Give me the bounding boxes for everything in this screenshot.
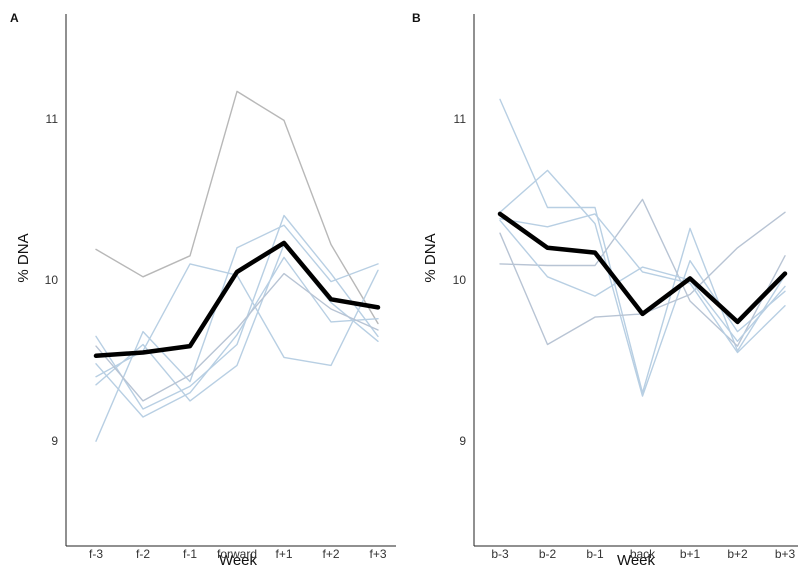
panel-a-x-tick-label: f+1 bbox=[275, 547, 292, 561]
panel-b-mean-line bbox=[497, 211, 788, 325]
panel-b-series-line-2 bbox=[499, 211, 786, 346]
panel-a-y-tick-label: 11 bbox=[46, 112, 59, 126]
panel-a-series-line-1 bbox=[95, 224, 379, 442]
panel-a: A % DNA Week f-3 f-2 f-1 forward f+1 f+2 f+3 9 1… bbox=[10, 11, 396, 568]
panel-b-x-tick-label: b-2 bbox=[539, 547, 557, 561]
panel-a-series-line-5 bbox=[95, 243, 379, 402]
panel-b-x-axis-title: Week bbox=[617, 552, 656, 568]
panel-a-ticks: f-3 f-2 f-1 forward f+1 f+2 f+3 9 10 11 bbox=[45, 112, 387, 561]
panel-a-y-tick-label: 10 bbox=[45, 273, 59, 287]
panel-b-y-tick-label: 11 bbox=[454, 112, 467, 126]
panel-a-x-tick-label: f-3 bbox=[89, 547, 103, 561]
panel-b-x-tick-label: b+3 bbox=[775, 547, 796, 561]
panel-b: B % DNA Week b-3 b-2 b-1 back b+1 b+2 b+3 9 10 11 bbox=[412, 11, 798, 568]
panel-a-series-line-2 bbox=[95, 214, 379, 410]
panel-a-label: A bbox=[10, 11, 19, 25]
panel-b-y-axis-title: % DNA bbox=[422, 233, 439, 282]
panel-a-series-line-6 bbox=[95, 272, 379, 402]
panel-a-series-line-0 bbox=[95, 90, 379, 325]
panel-a-mean-line bbox=[93, 240, 381, 359]
panel-b-x-tick-label: b+1 bbox=[680, 547, 701, 561]
panel-b-y-tick-label: 10 bbox=[453, 273, 467, 287]
panel-b-y-tick-label: 9 bbox=[459, 434, 466, 448]
panel-a-y-tick-label: 9 bbox=[51, 434, 58, 448]
panel-a-x-axis-title: Week bbox=[219, 552, 258, 568]
panel-b-series-line-0 bbox=[499, 98, 786, 394]
panel-b-series-line-3 bbox=[499, 198, 786, 347]
panel-b-series-line-5 bbox=[499, 219, 786, 342]
panel-a-series-line-4 bbox=[95, 256, 379, 418]
panel-b-label: B bbox=[412, 11, 421, 25]
panel-a-x-tick-label: f+2 bbox=[322, 547, 339, 561]
panel-b-series-line-1 bbox=[499, 169, 786, 397]
panel-a-x-tick-label: f+3 bbox=[369, 547, 386, 561]
panel-b-x-tick-label: b+2 bbox=[727, 547, 748, 561]
panel-a-x-tick-label: f-1 bbox=[183, 547, 197, 561]
panel-a-series bbox=[93, 90, 381, 442]
panel-b-ticks: b-3 b-2 b-1 back b+1 b+2 b+3 9 10 11 bbox=[453, 112, 796, 561]
panel-b-x-tick-label: b-3 bbox=[491, 547, 509, 561]
panel-b-series-line-4 bbox=[499, 213, 786, 354]
panel-a-x-tick-label: forward bbox=[217, 547, 257, 561]
panel-a-x-tick-label: f-2 bbox=[136, 547, 150, 561]
panel-b-x-tick-label: b-1 bbox=[586, 547, 604, 561]
panel-a-y-axis-title: % DNA bbox=[15, 233, 32, 282]
panel-b-series bbox=[497, 98, 788, 397]
panel-b-x-tick-label: back bbox=[630, 547, 656, 561]
